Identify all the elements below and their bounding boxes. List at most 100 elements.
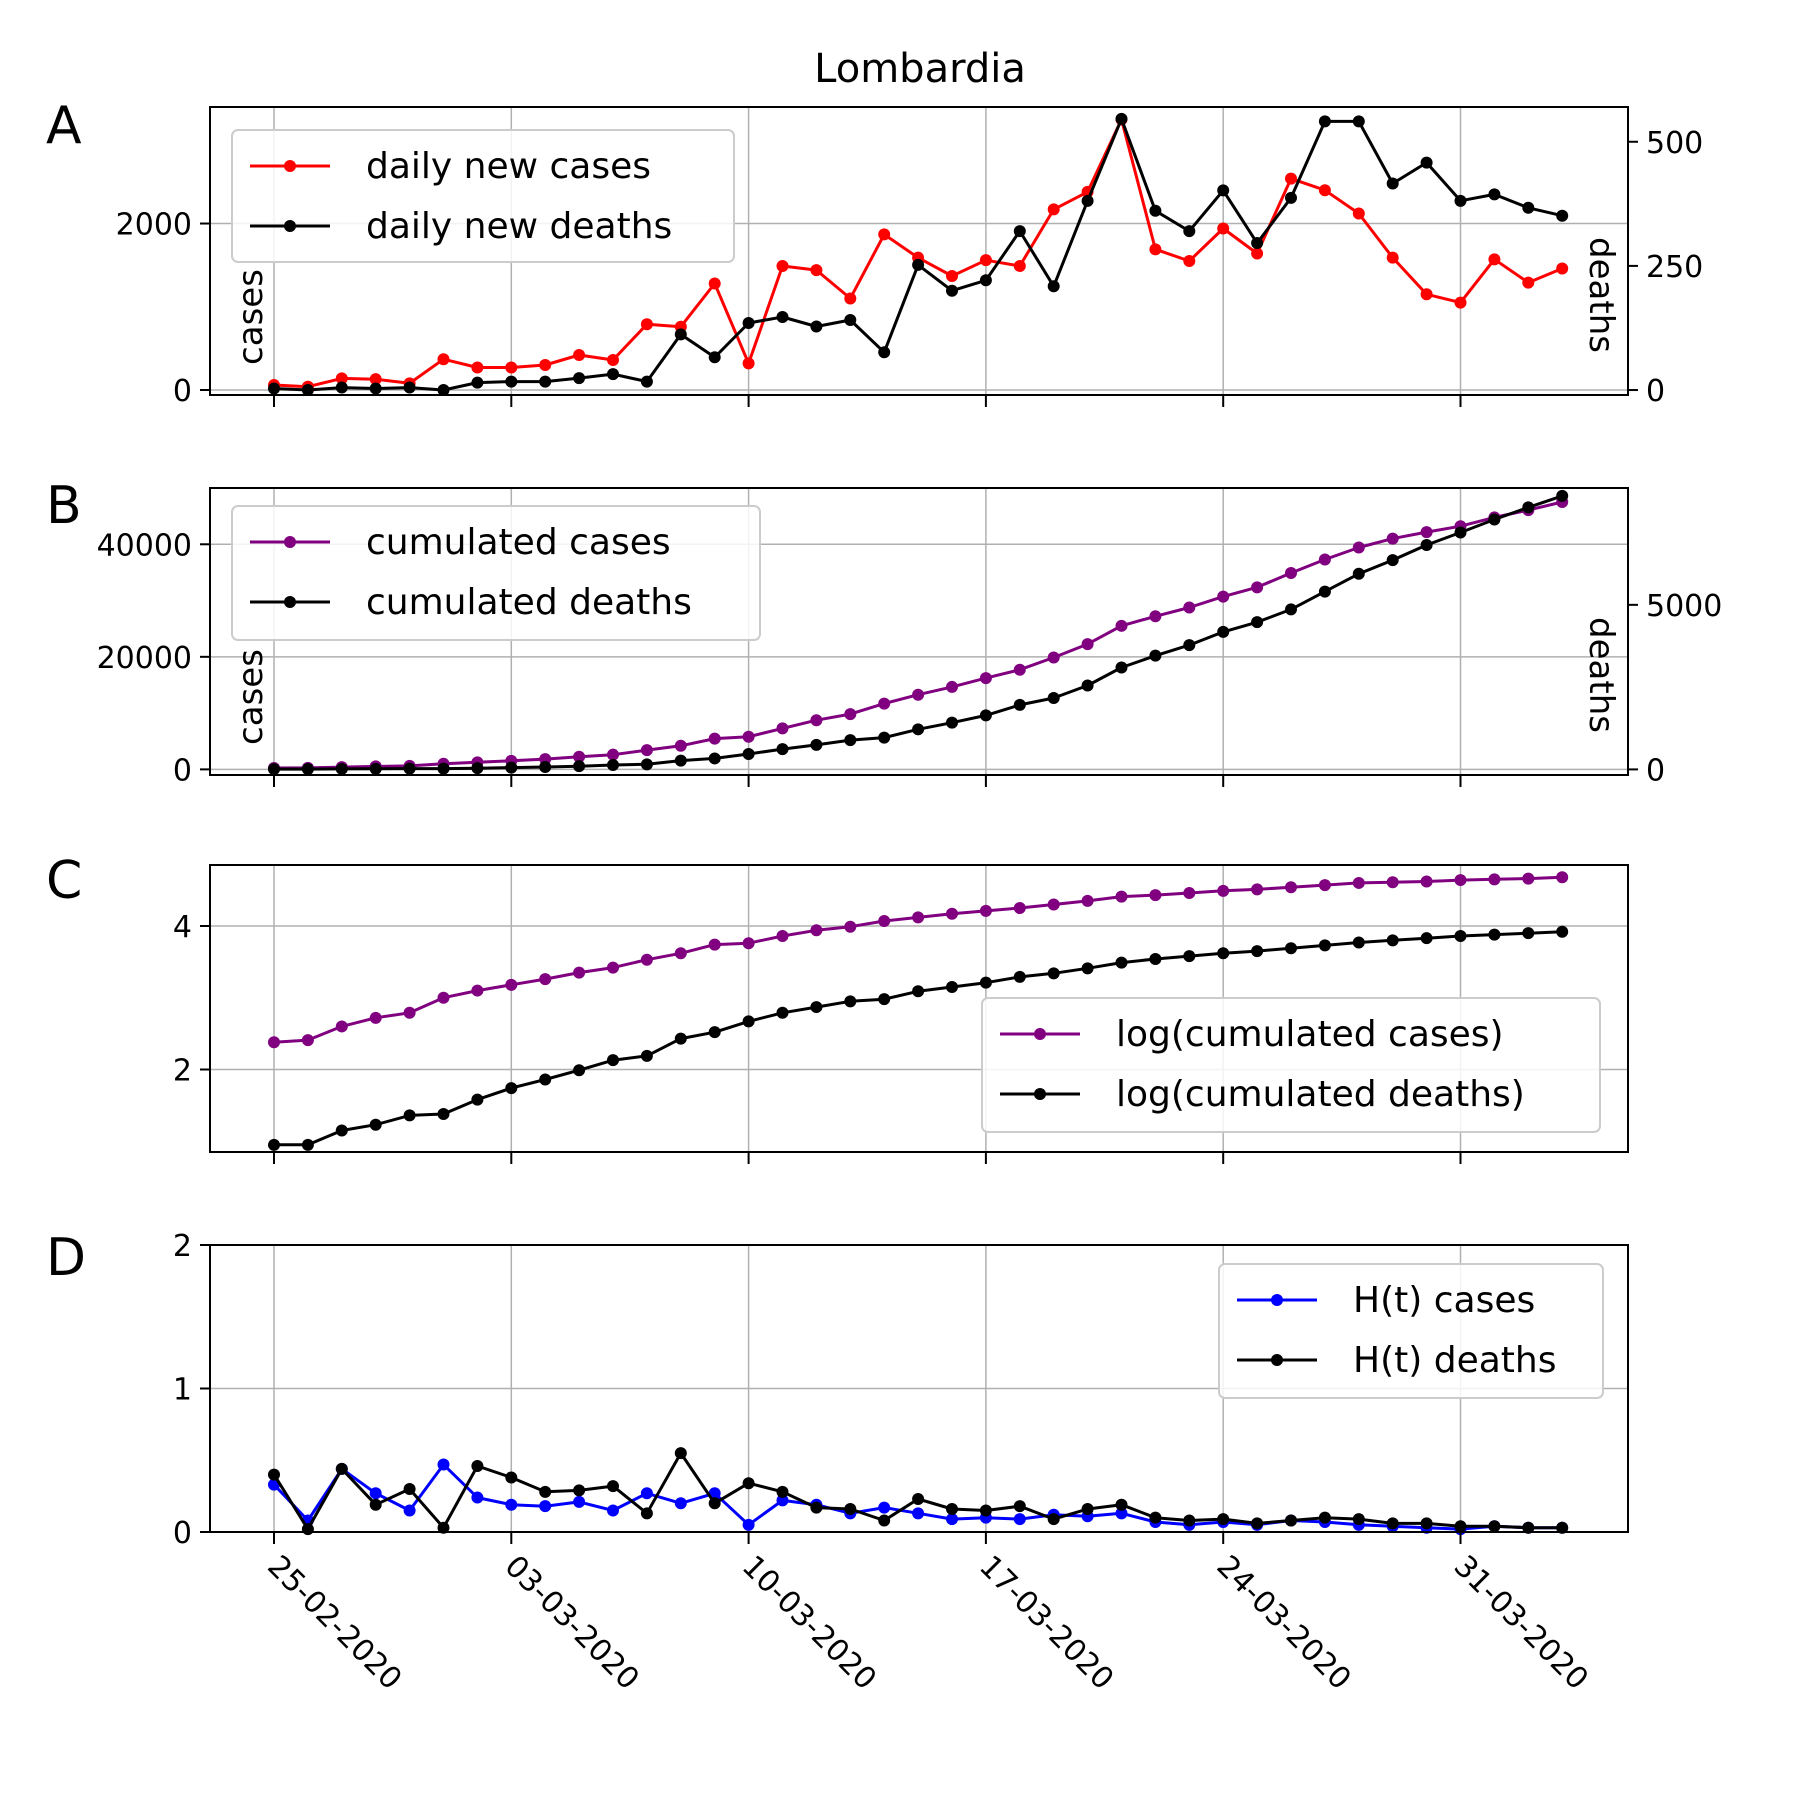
- data-point-daily-new-deaths: [1081, 194, 1094, 207]
- legend-marker: [284, 160, 296, 172]
- data-point-log-cumulated-cases: [1386, 876, 1399, 889]
- data-point-h-t-deaths: [1318, 1511, 1331, 1524]
- data-point-log-cumulated-cases: [1183, 886, 1196, 899]
- data-point-cumulated-cases: [912, 688, 925, 701]
- data-point-daily-new-cases: [1488, 253, 1501, 266]
- data-point-cumulated-cases: [1013, 663, 1026, 676]
- data-point-cumulated-deaths: [1285, 603, 1297, 616]
- data-point-daily-new-cases: [573, 349, 586, 362]
- data-point-daily-new-cases: [335, 372, 348, 385]
- data-point-cumulated-cases: [1420, 526, 1433, 539]
- data-point-daily-new-deaths: [1318, 115, 1331, 128]
- data-point-daily-new-deaths: [1556, 209, 1569, 222]
- y-tick-label: 0: [173, 1516, 192, 1551]
- data-point-h-t-cases: [742, 1518, 755, 1531]
- legend-label: daily new cases: [366, 146, 651, 187]
- data-point-log-cumulated-cases: [607, 961, 619, 974]
- data-point-cumulated-deaths: [573, 760, 586, 773]
- data-point-daily-new-cases: [946, 269, 958, 282]
- data-point-h-t-deaths: [335, 1462, 348, 1475]
- data-point-cumulated-cases: [1285, 567, 1297, 580]
- data-point-log-cumulated-deaths: [1488, 928, 1501, 941]
- data-point-h-t-deaths: [1251, 1517, 1264, 1530]
- y-tick-label: 20000: [97, 641, 192, 676]
- data-point-daily-new-cases: [810, 264, 823, 277]
- data-point-h-t-cases: [912, 1507, 925, 1520]
- data-point-daily-new-cases: [1352, 207, 1365, 220]
- data-point-daily-new-deaths: [335, 381, 348, 394]
- data-point-h-t-cases: [1013, 1513, 1026, 1526]
- y-tick-label: 2000: [116, 208, 192, 243]
- data-point-h-t-deaths: [1522, 1521, 1535, 1534]
- data-point-daily-new-cases: [1556, 262, 1569, 275]
- data-point-h-t-deaths: [1352, 1513, 1365, 1526]
- data-point-h-t-deaths: [1081, 1503, 1094, 1516]
- axes-frame: [209, 487, 1629, 776]
- data-point-log-cumulated-deaths: [1047, 967, 1060, 980]
- data-point-cumulated-deaths: [437, 762, 450, 775]
- data-point-log-cumulated-deaths: [573, 1064, 586, 1077]
- y-tick-label: 1: [173, 1373, 192, 1408]
- legend: daily new cases daily new deaths: [231, 129, 735, 263]
- data-point-daily-new-deaths: [1285, 191, 1297, 204]
- data-point-h-t-cases: [607, 1504, 619, 1517]
- data-point-h-t-deaths: [844, 1503, 857, 1516]
- data-point-log-cumulated-cases: [878, 914, 891, 927]
- data-point-cumulated-cases: [810, 714, 823, 727]
- data-point-log-cumulated-deaths: [1454, 930, 1467, 943]
- data-point-daily-new-deaths: [1047, 280, 1060, 293]
- data-point-log-cumulated-cases: [1251, 883, 1264, 896]
- data-point-daily-new-deaths: [640, 375, 653, 388]
- data-point-daily-new-deaths: [1420, 156, 1433, 169]
- data-point-daily-new-cases: [471, 361, 484, 374]
- data-point-log-cumulated-cases: [674, 947, 687, 960]
- axes-frame: [209, 106, 1629, 396]
- data-point-cumulated-deaths: [1420, 539, 1433, 552]
- data-point-daily-new-cases: [1047, 203, 1060, 216]
- data-point-cumulated-deaths: [268, 763, 280, 776]
- data-point-cumulated-cases: [844, 708, 857, 721]
- data-point-daily-new-deaths: [268, 382, 280, 395]
- data-point-cumulated-cases: [1251, 581, 1264, 594]
- data-point-cumulated-cases: [1318, 553, 1331, 566]
- data-point-cumulated-deaths: [1352, 567, 1365, 580]
- legend-label: log(cumulated deaths): [1116, 1074, 1525, 1115]
- data-point-cumulated-deaths: [640, 758, 653, 771]
- panel-b: B 0 20000 40000 0 5000 cases deaths cumulated ca…: [46, 476, 1722, 788]
- data-point-log-cumulated-cases: [1556, 871, 1569, 884]
- y2-tick-label: 500: [1646, 126, 1703, 161]
- data-point-cumulated-cases: [1115, 619, 1128, 632]
- legend-marker: [284, 596, 296, 608]
- legend-label: cumulated cases: [366, 522, 671, 563]
- data-point-log-cumulated-cases: [1013, 902, 1026, 915]
- data-point-cumulated-deaths: [1115, 661, 1128, 674]
- data-point-log-cumulated-deaths: [1352, 936, 1365, 949]
- data-point-h-t-deaths: [742, 1477, 755, 1490]
- legend-label: daily new deaths: [366, 206, 672, 247]
- y-tick-label: 0: [173, 753, 192, 788]
- data-point-daily-new-deaths: [301, 384, 314, 397]
- data-point-cumulated-deaths: [1556, 489, 1569, 502]
- data-point-h-t-deaths: [1217, 1513, 1230, 1526]
- data-point-log-cumulated-cases: [369, 1011, 382, 1024]
- data-point-cumulated-deaths: [1149, 649, 1162, 662]
- data-point-daily-new-cases: [844, 292, 857, 305]
- data-point-log-cumulated-cases: [335, 1020, 348, 1033]
- data-point-log-cumulated-cases: [742, 937, 755, 950]
- data-point-cumulated-deaths: [946, 716, 958, 729]
- axes-frame: [209, 864, 1629, 1153]
- data-point-log-cumulated-cases: [539, 973, 552, 986]
- data-point-cumulated-deaths: [1047, 692, 1060, 705]
- data-point-h-t-deaths: [471, 1459, 484, 1472]
- data-point-log-cumulated-deaths: [335, 1124, 348, 1137]
- data-point-log-cumulated-deaths: [979, 976, 992, 989]
- data-point-cumulated-deaths: [878, 731, 891, 744]
- data-point-log-cumulated-deaths: [1115, 956, 1128, 969]
- data-point-daily-new-deaths: [979, 274, 992, 287]
- data-point-log-cumulated-cases: [268, 1036, 280, 1049]
- panel-c: C 2 4 log(cumulated cases) log(cumulated dea…: [46, 851, 1629, 1164]
- legend-marker: [1034, 1028, 1046, 1040]
- data-point-daily-new-deaths: [573, 372, 586, 385]
- y2-tick-label: 0: [1646, 374, 1665, 409]
